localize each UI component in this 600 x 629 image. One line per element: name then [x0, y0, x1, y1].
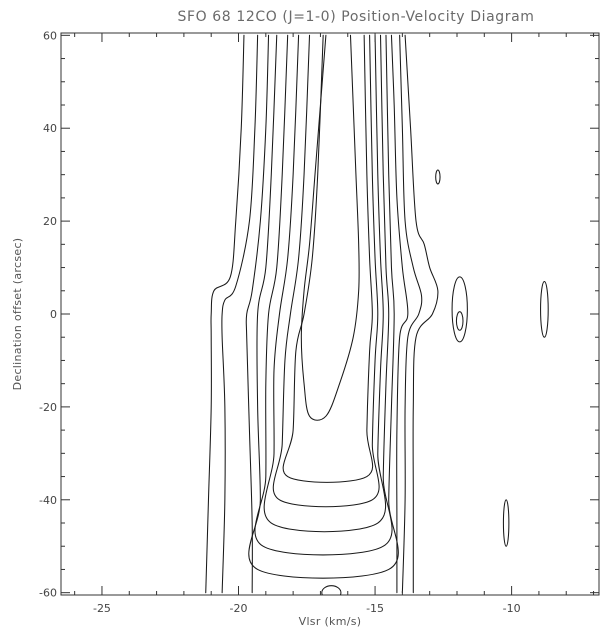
contour-level-5	[254, 34, 393, 556]
contour-level-3-right	[390, 34, 409, 594]
contour-island	[455, 311, 464, 331]
y-tick-label: -60	[39, 587, 57, 600]
y-tick-label: 20	[43, 215, 57, 228]
contour-level-9	[300, 34, 360, 421]
y-tick-label: 0	[50, 308, 57, 321]
contour-island	[540, 280, 549, 338]
x-tick-labels: -25 -20 -15 -10	[93, 602, 521, 615]
y-tick-labels: -60 -40 -20 0 20 40 60	[39, 29, 57, 599]
contour-island	[321, 585, 342, 595]
contour-level-2-left	[221, 34, 259, 594]
contour-level-2-right	[399, 34, 423, 594]
contour-level-1-right	[404, 34, 439, 594]
x-tick-label: -15	[366, 602, 384, 615]
contour-level-7	[272, 34, 380, 508]
axis-ticks	[61, 33, 599, 595]
x-tick-label: -10	[503, 602, 521, 615]
x-tick-label: -20	[230, 602, 248, 615]
contour-island	[451, 276, 468, 343]
x-tick-label: -25	[93, 602, 111, 615]
contour-level-6	[263, 34, 387, 533]
x-axis-label: Vlsr (km/s)	[299, 615, 362, 628]
contour-island	[502, 499, 510, 547]
y-axis-label: Declination offset (arcsec)	[11, 238, 24, 391]
plot-frame	[60, 32, 600, 596]
contour-level-8	[282, 34, 374, 483]
y-tick-label: 60	[43, 29, 57, 42]
contour-island	[435, 169, 441, 185]
y-tick-label: -40	[39, 494, 57, 507]
y-tick-label: -20	[39, 401, 57, 414]
contour-level-3-left	[245, 34, 270, 594]
contour-level-4	[248, 34, 399, 579]
y-tick-label: 40	[43, 122, 57, 135]
contour-lines	[205, 34, 549, 595]
contour-level-1-left	[205, 34, 245, 594]
chart-title: SFO 68 12CO (J=1-0) Position-Velocity Di…	[177, 9, 534, 25]
